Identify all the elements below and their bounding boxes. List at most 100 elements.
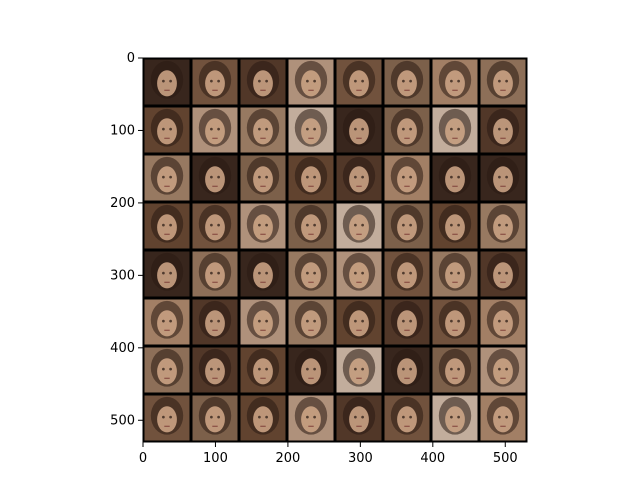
tile-face-shape <box>397 358 417 385</box>
tile-face-shape <box>253 262 273 289</box>
tile-eye-left <box>306 319 309 323</box>
tile-face-shape <box>205 166 225 193</box>
tile-face-shape <box>349 118 369 145</box>
tile-eye-right <box>361 223 364 227</box>
tile-eye-left <box>258 319 261 323</box>
tile-eye-left <box>498 175 501 179</box>
tile-face-shape <box>253 214 273 241</box>
tile-mouth <box>404 185 410 187</box>
tile-eye-left <box>450 367 453 371</box>
tile-mouth <box>260 185 266 187</box>
image-tile <box>384 395 430 441</box>
image-tile <box>336 395 382 441</box>
tile-eye-left <box>258 79 261 83</box>
tile-eye-right <box>361 319 364 323</box>
tile-mouth <box>452 329 458 331</box>
tile-mouth <box>260 425 266 427</box>
tile-mouth <box>212 89 218 91</box>
image-tile <box>336 155 382 201</box>
tile-face-shape <box>157 166 177 193</box>
image-tile <box>480 251 526 297</box>
tile-mouth <box>212 329 218 331</box>
tile-face-shape <box>349 214 369 241</box>
tile-eye-left <box>306 271 309 275</box>
tile-face-shape <box>301 406 321 433</box>
tile-eye-left <box>402 79 405 83</box>
tile-eye-right <box>409 367 412 371</box>
tile-face-shape <box>205 70 225 97</box>
tile-eye-right <box>409 127 412 131</box>
x-tick-label: 0 <box>139 451 147 466</box>
tile-eye-left <box>402 271 405 275</box>
tile-mouth <box>260 137 266 139</box>
tile-face-shape <box>493 214 513 241</box>
tile-face-shape <box>493 358 513 385</box>
tile-eye-right <box>217 271 220 275</box>
tile-face-shape <box>253 406 273 433</box>
tile-face-shape <box>157 214 177 241</box>
image-tile <box>480 395 526 441</box>
tile-eye-left <box>450 271 453 275</box>
y-tick-label: 0 <box>127 51 135 66</box>
tile-eye-left <box>498 271 501 275</box>
tile-face-shape <box>205 358 225 385</box>
tile-mouth <box>452 425 458 427</box>
tile-mouth <box>164 425 170 427</box>
tile-eye-left <box>498 319 501 323</box>
tile-eye-right <box>169 319 172 323</box>
tile-mouth <box>212 233 218 235</box>
tile-mouth <box>404 233 410 235</box>
tile-eye-right <box>409 415 412 419</box>
tile-mouth <box>356 281 362 283</box>
image-tile <box>336 347 382 393</box>
tile-mouth <box>308 377 314 379</box>
tile-mouth <box>308 329 314 331</box>
tile-mouth <box>260 281 266 283</box>
tile-eye-left <box>210 319 213 323</box>
y-axis: 0 100 200 300 400 500 <box>110 51 143 428</box>
tile-eye-left <box>498 127 501 131</box>
tile-eye-right <box>265 367 268 371</box>
image-tile <box>336 203 382 249</box>
tile-eye-left <box>210 271 213 275</box>
tile-eye-right <box>265 223 268 227</box>
tile-eye-left <box>210 223 213 227</box>
tile-eye-left <box>498 223 501 227</box>
tile-eye-right <box>169 79 172 83</box>
tile-eye-right <box>361 415 364 419</box>
tile-eye-left <box>450 319 453 323</box>
tile-eye-right <box>361 79 364 83</box>
y-tick-label: 200 <box>110 196 135 211</box>
tile-eye-left <box>402 415 405 419</box>
image-tile <box>288 203 334 249</box>
tile-face-shape <box>445 262 465 289</box>
image-tile <box>384 155 430 201</box>
tile-eye-right <box>217 223 220 227</box>
image-tile <box>192 59 238 105</box>
tile-eye-right <box>169 175 172 179</box>
image-tile <box>144 203 190 249</box>
tile-eye-left <box>306 127 309 131</box>
tile-eye-left <box>162 223 165 227</box>
tile-eye-right <box>169 415 172 419</box>
image-tile <box>240 203 286 249</box>
tile-eye-right <box>313 319 316 323</box>
tile-eye-right <box>457 127 460 131</box>
tile-eye-right <box>217 367 220 371</box>
tile-eye-left <box>450 223 453 227</box>
tile-eye-right <box>313 79 316 83</box>
image-tile <box>336 59 382 105</box>
tile-eye-left <box>162 367 165 371</box>
image-tile <box>384 107 430 153</box>
tile-mouth <box>500 377 506 379</box>
tile-mouth <box>356 137 362 139</box>
tile-eye-right <box>505 79 508 83</box>
tile-mouth <box>308 137 314 139</box>
tile-mouth <box>260 233 266 235</box>
tile-mouth <box>164 377 170 379</box>
tile-eye-right <box>169 271 172 275</box>
tile-face-shape <box>301 166 321 193</box>
tile-eye-right <box>217 415 220 419</box>
tile-face-shape <box>301 358 321 385</box>
tile-mouth <box>164 329 170 331</box>
